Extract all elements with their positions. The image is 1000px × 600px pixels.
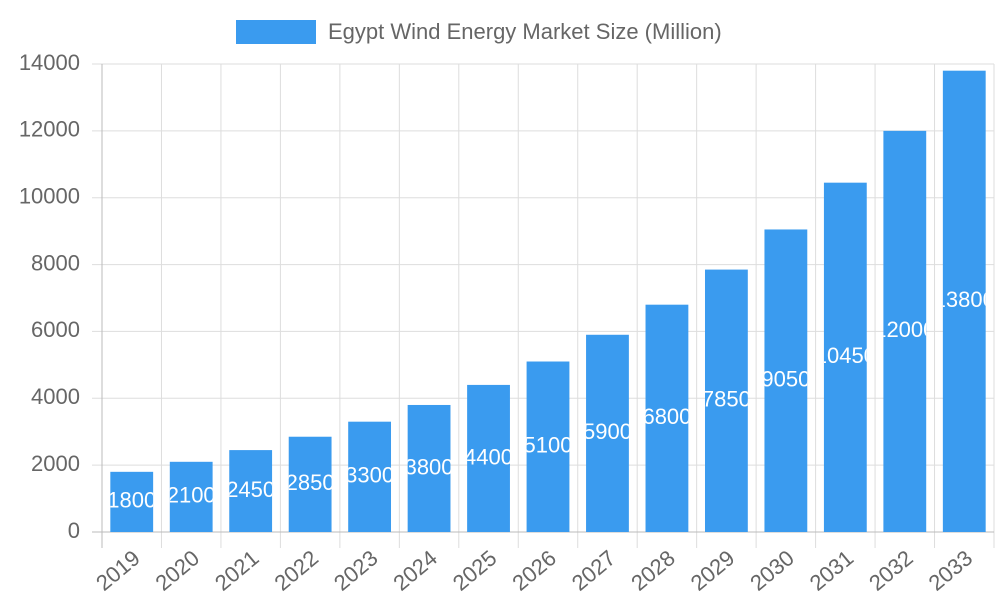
data-label: 1800 xyxy=(107,488,156,513)
y-tick-label: 14000 xyxy=(19,50,80,75)
data-label: 2100 xyxy=(167,483,216,508)
data-label: 3300 xyxy=(345,463,394,488)
y-tick-label: 4000 xyxy=(31,384,80,409)
data-label: 12000 xyxy=(874,317,935,342)
y-tick-label: 6000 xyxy=(31,317,80,342)
bar xyxy=(823,182,867,532)
data-label: 2850 xyxy=(286,470,335,495)
data-label: 6800 xyxy=(642,404,691,429)
y-tick-label: 2000 xyxy=(31,451,80,476)
data-label: 9050 xyxy=(761,367,810,392)
data-label: 5100 xyxy=(524,433,573,458)
data-label: 5900 xyxy=(583,419,632,444)
bar xyxy=(407,404,451,532)
y-tick-label: 12000 xyxy=(19,117,80,142)
x-tick-label: 2027 xyxy=(567,545,621,596)
data-label: 13800 xyxy=(934,287,995,312)
x-tick-label: 2022 xyxy=(270,545,324,596)
x-tick-label: 2028 xyxy=(626,545,680,596)
legend-swatch xyxy=(236,20,316,44)
y-tick-label: 10000 xyxy=(19,184,80,209)
y-tick-label: 8000 xyxy=(31,250,80,275)
data-label: 7850 xyxy=(702,387,751,412)
x-tick-label: 2025 xyxy=(448,545,502,596)
bar xyxy=(467,384,510,532)
bar xyxy=(288,436,332,532)
bar xyxy=(645,304,689,532)
x-tick-label: 2033 xyxy=(924,545,978,596)
bar xyxy=(169,461,213,532)
x-tick-label: 2024 xyxy=(388,545,442,596)
legend-label: Egypt Wind Energy Market Size (Million) xyxy=(328,19,722,44)
x-tick-label: 2023 xyxy=(329,545,383,596)
bar xyxy=(110,471,154,532)
x-tick-label: 2029 xyxy=(686,545,740,596)
bar xyxy=(229,450,273,532)
data-label: 2450 xyxy=(226,477,275,502)
x-tick-label: 2032 xyxy=(864,545,918,596)
data-label: 10450 xyxy=(815,343,876,368)
bar xyxy=(883,130,927,532)
x-tick-label: 2019 xyxy=(91,545,145,596)
bar xyxy=(586,334,629,532)
x-tick-label: 2031 xyxy=(805,545,859,596)
x-tick-label: 2021 xyxy=(210,545,264,596)
bar xyxy=(942,70,986,532)
bar xyxy=(764,229,808,532)
bar xyxy=(704,269,748,532)
data-label: 4400 xyxy=(464,444,513,469)
y-tick-label: 0 xyxy=(68,518,80,543)
data-label: 3800 xyxy=(405,454,454,479)
x-tick-label: 2020 xyxy=(151,545,205,596)
x-tick-label: 2026 xyxy=(507,545,561,596)
x-tick-label: 2030 xyxy=(745,545,799,596)
bar xyxy=(526,361,570,532)
bar xyxy=(348,421,392,532)
